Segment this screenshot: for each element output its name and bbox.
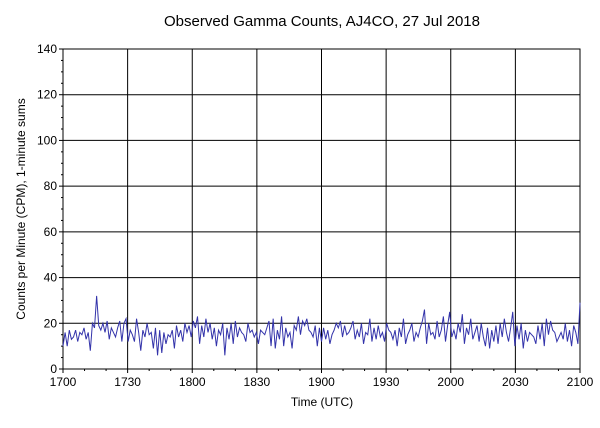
x-tick-label: 2030: [502, 375, 529, 389]
x-tick-label: 1730: [114, 375, 141, 389]
y-tick-label: 0: [50, 362, 57, 376]
y-tick-label: 60: [44, 225, 58, 239]
y-tick-label: 140: [37, 42, 57, 56]
minor-ticks: [59, 48, 581, 373]
chart-title: Observed Gamma Counts, AJ4CO, 27 Jul 201…: [164, 13, 480, 30]
y-tick-label: 120: [37, 88, 57, 102]
grid-lines: [63, 49, 580, 369]
x-tick-label: 2100: [567, 375, 594, 389]
x-tick-label: 2000: [437, 375, 464, 389]
x-tick-label: 1800: [179, 375, 206, 389]
x-tick-label: 1830: [244, 375, 271, 389]
x-tick-label: 1700: [50, 375, 77, 389]
y-tick-label: 80: [44, 179, 58, 193]
x-tick-label: 1900: [308, 375, 335, 389]
x-tick-labels: 1700 1730 1800 1830 1900 1930 2000 2030 2100: [50, 375, 594, 389]
y-tick-label: 100: [37, 133, 57, 147]
y-axis-label: Counts per Minute (CPM), 1-minute sums: [14, 98, 28, 319]
y-tick-label: 20: [44, 316, 58, 330]
y-tick-labels: 0 20 40 60 80 100 120 140: [37, 42, 57, 376]
y-tick-label: 40: [44, 271, 58, 285]
x-tick-label: 1930: [373, 375, 400, 389]
series-line-gamma-counts: [62, 295, 581, 356]
x-axis-label: Time (UTC): [291, 395, 353, 409]
